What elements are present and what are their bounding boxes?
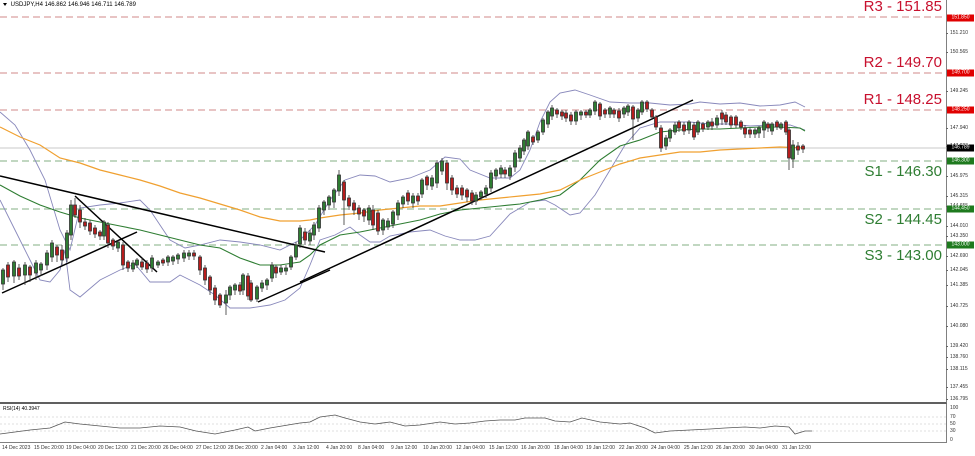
x-tick: 25 Jan 12:00 — [684, 445, 713, 451]
y-tick: 138.115 — [946, 366, 968, 372]
y-tick: 140.725 — [945, 303, 969, 309]
rsi-tick-30: 30 — [950, 428, 956, 434]
x-tick: 12 Jan 04:00 — [456, 445, 485, 451]
x-tick: 28 Dec 20:00 — [228, 445, 258, 451]
x-tick: 22 Jan 20:00 — [619, 445, 648, 451]
y-tick: 147.940 — [945, 125, 969, 131]
x-tick: 21 Dec 20:00 — [131, 445, 161, 451]
x-tick: 26 Dec 04:00 — [163, 445, 193, 451]
x-tick: 18 Jan 04:00 — [554, 445, 583, 451]
r2-label: R2 - 149.70 — [863, 54, 942, 71]
y-tick: 138.760 — [945, 354, 969, 360]
r3-label: R3 - 151.85 — [863, 0, 942, 15]
x-tick: 15 Dec 20:00 — [34, 445, 64, 451]
x-tick: 26 Jan 20:00 — [716, 445, 745, 451]
x-tick: 14 Dec 2023 — [2, 445, 31, 451]
x-tick: 30 Jan 04:00 — [749, 445, 778, 451]
trendline-descending-long — [0, 175, 326, 253]
y-tick: 145.315 — [945, 193, 969, 199]
bollinger-upper — [0, 89, 806, 252]
s1-label: S1 - 146.30 — [864, 163, 942, 180]
s3-price-tag: 143.000 — [947, 241, 974, 249]
trendline-descending-short — [74, 195, 158, 273]
y-tick: 151.210 — [945, 30, 969, 36]
y-tick: 145.975 — [945, 173, 969, 179]
y-tick: 143.350 — [945, 233, 969, 239]
rsi-tick-100: 100 — [950, 405, 959, 411]
s3-label: S3 - 143.00 — [864, 247, 942, 264]
y-tick: 137.455 — [945, 384, 969, 390]
rsi-tick-0: 0 — [950, 437, 953, 443]
x-tick: 24 Jan 04:00 — [651, 445, 680, 451]
y-tick: 140.080 — [945, 323, 969, 329]
x-tick: 10 Jan 20:00 — [423, 445, 452, 451]
x-tick: 3 Jan 12:00 — [293, 445, 320, 451]
candlesticks — [1, 100, 805, 315]
y-tick: 149.245 — [945, 88, 969, 94]
s2-price-tag: 144.450 — [947, 205, 974, 213]
ohlc-values: 146.862 146.946 146.711 146.789 — [44, 2, 136, 8]
s2-label: S2 - 144.45 — [864, 211, 942, 228]
chart-title: USDJPY,H4 146.862 146.946 146.711 146.78… — [3, 2, 136, 8]
x-tick: 19 Dec 04:00 — [66, 445, 96, 451]
trendline-ascending-main — [299, 99, 694, 283]
price-chart-panel[interactable] — [0, 0, 947, 404]
chart-canvas — [0, 16, 946, 435]
x-tick: 8 Jan 04:00 — [358, 445, 385, 451]
x-tick: 19 Jan 12:00 — [586, 445, 615, 451]
current-price-tag: 146.789 — [947, 144, 974, 152]
r3-price-tag: 151.850 — [947, 14, 974, 22]
y-tick: 139.420 — [945, 343, 969, 349]
rsi-line — [0, 414, 812, 435]
x-tick: 31 Jan 12:00 — [782, 445, 811, 451]
rsi-label: RSI(14) 40.3947 — [3, 406, 40, 412]
symbol-timeframe: USDJPY,H4 — [10, 2, 43, 8]
x-tick: 27 Dec 12:00 — [196, 445, 226, 451]
y-tick: 150.565 — [945, 49, 969, 55]
rsi-panel[interactable] — [0, 404, 947, 443]
r1-label: R1 - 148.25 — [863, 91, 942, 108]
x-tick: 16 Jan 20:00 — [521, 445, 550, 451]
rsi-tick-70: 70 — [950, 414, 956, 420]
y-tick: 136.795 — [945, 396, 969, 402]
r2-price-tag: 149.700 — [947, 69, 974, 77]
r1-price-tag: 148.250 — [947, 106, 974, 114]
y-tick: 144.010 — [945, 223, 969, 229]
x-tick: 20 Dec 12:00 — [98, 445, 128, 451]
y-tick: 142.690 — [945, 253, 969, 259]
x-tick: 4 Jan 20:00 — [326, 445, 353, 451]
x-tick: 2 Jan 04:00 — [261, 445, 288, 451]
moving-average-green — [0, 126, 806, 266]
rsi-tick-50: 50 — [950, 421, 956, 427]
dropdown-triangle-icon[interactable] — [3, 2, 7, 6]
x-tick: 9 Jan 12:00 — [391, 445, 418, 451]
moving-average-orange — [0, 126, 806, 222]
s1-price-tag: 146.300 — [947, 157, 974, 165]
y-tick: 141.385 — [945, 282, 969, 288]
x-tick: 15 Jan 12:00 — [489, 445, 518, 451]
trendline-ascending-jan — [257, 269, 331, 303]
y-tick: 142.045 — [945, 267, 969, 273]
bollinger-lower — [0, 121, 806, 309]
